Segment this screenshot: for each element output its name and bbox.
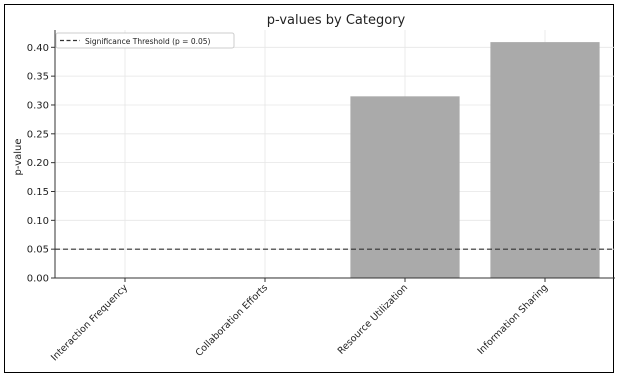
y-axis-label: p-value bbox=[13, 138, 24, 175]
x-tick-label: Collaboration Efforts bbox=[194, 282, 271, 359]
y-axis-ticks: 0.00 0.05 0.10 0.15 0.20 0.25 0.30 0.35 0.40 bbox=[27, 43, 55, 285]
y-tick-label: 0.00 bbox=[27, 274, 49, 285]
x-tick-label: Resource Utilization bbox=[336, 282, 410, 356]
y-tick-label: 0.10 bbox=[27, 216, 49, 227]
legend-box bbox=[55, 32, 235, 49]
y-tick-label: 0.40 bbox=[27, 43, 49, 54]
y-tick-label: 0.35 bbox=[27, 72, 49, 83]
x-tick-label: Information Sharing bbox=[476, 282, 551, 357]
y-tick-label: 0.15 bbox=[27, 187, 49, 198]
chart-title: p-values by Category bbox=[267, 13, 406, 28]
legend-threshold-label: Significance Threshold (p = 0.05) bbox=[85, 37, 211, 46]
x-axis-ticks: Interaction Frequency Collaboration Effor… bbox=[49, 278, 550, 363]
legend: Significance Threshold (p = 0.05) bbox=[55, 32, 235, 49]
y-tick-label: 0.30 bbox=[27, 100, 49, 111]
bar bbox=[490, 42, 600, 278]
bars bbox=[210, 42, 600, 278]
y-tick-label: 0.25 bbox=[27, 129, 49, 140]
bar bbox=[350, 96, 460, 278]
x-tick-label: Interaction Frequency bbox=[49, 282, 130, 363]
y-tick-label: 0.20 bbox=[27, 158, 49, 169]
y-tick-label: 0.05 bbox=[27, 245, 49, 256]
